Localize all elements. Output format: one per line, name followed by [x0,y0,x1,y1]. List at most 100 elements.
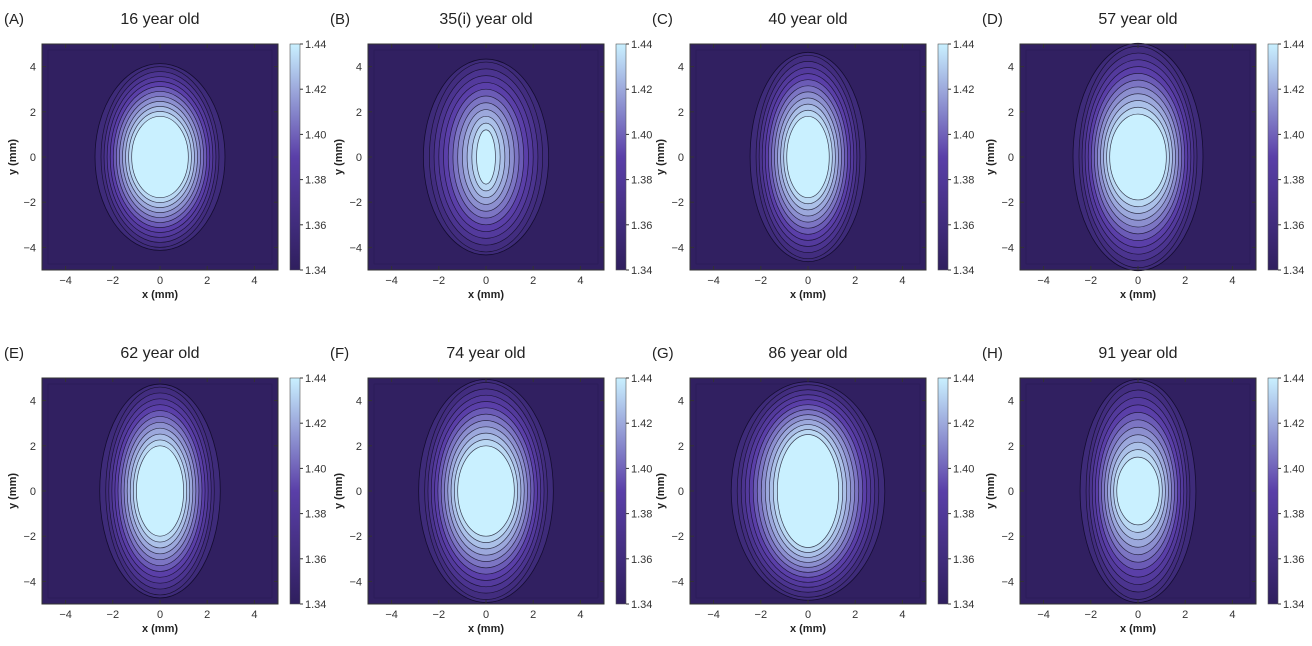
x-tick-label: 0 [805,275,811,287]
colorbar-tick-label: 1.38 [953,509,974,521]
x-tick-label: 2 [204,609,210,621]
y-tick-label: 2 [30,441,36,453]
x-tick-label: −4 [59,275,72,287]
y-tick-label: 4 [1008,62,1014,74]
x-axis-label: x (mm) [790,289,826,301]
colorbar-tick-label: 1.40 [631,463,652,475]
panel-label: (B) [330,11,350,28]
y-tick-label: 2 [678,107,684,119]
y-tick-label: 0 [1008,152,1014,164]
colorbar-tick-label: 1.34 [305,599,326,611]
panel-title: 86 year old [768,345,847,362]
colorbar-tick-label: 1.44 [631,39,652,51]
sample-region [373,49,599,265]
y-tick-label: −2 [1001,531,1014,543]
panel-title: 40 year old [768,11,847,28]
contour-band [786,115,830,199]
sample-region [47,49,273,265]
x-tick-label: −4 [59,609,72,621]
contour-band [1109,113,1167,201]
x-tick-label: 2 [204,275,210,287]
y-tick-label: 2 [1008,441,1014,453]
x-tick-label: 4 [1229,609,1235,621]
y-axis-label: y (mm) [333,139,345,175]
x-tick-label: −4 [1037,609,1050,621]
y-tick-label: −4 [23,576,36,588]
x-tick-label: 2 [852,609,858,621]
colorbar-tick-label: 1.34 [631,265,652,277]
contour-band [131,115,189,199]
colorbar-tick-label: 1.42 [305,418,326,430]
colorbar-tick-label: 1.40 [1283,129,1304,141]
colorbar-tick-label: 1.42 [305,84,326,96]
x-axis-label: x (mm) [142,623,178,635]
colorbar-tick-label: 1.36 [631,220,652,232]
x-tick-label: 4 [251,609,257,621]
colorbar-tick-label: 1.38 [953,175,974,187]
x-tick-label: 0 [805,609,811,621]
x-tick-label: 0 [1135,275,1141,287]
x-tick-label: 4 [577,609,583,621]
colorbar-tick-label: 1.40 [1283,463,1304,475]
y-tick-label: 0 [678,152,684,164]
colorbar-tick-label: 1.42 [953,418,974,430]
y-tick-label: −4 [349,242,362,254]
panel-label: (C) [652,11,673,28]
colorbar [289,43,301,271]
x-axis-label: x (mm) [1120,289,1156,301]
x-tick-label: −2 [107,609,120,621]
y-tick-label: −2 [23,197,36,209]
x-tick-label: −2 [433,275,446,287]
x-tick-label: −4 [385,609,398,621]
colorbar-tick-label: 1.34 [1283,599,1304,611]
panel-title: 91 year old [1098,345,1177,362]
x-axis-label: x (mm) [468,289,504,301]
y-tick-label: 0 [356,152,362,164]
y-tick-label: −4 [349,576,362,588]
colorbar-tick-label: 1.44 [1283,39,1304,51]
x-axis-label: x (mm) [1120,623,1156,635]
colorbar-tick-label: 1.44 [305,373,326,385]
panel-g: (G) 86 year old −4 −2 0 2 4 −4 −2 0 2 4 x (mm) y (mm)… [652,345,974,635]
y-tick-label: 4 [356,62,362,74]
x-axis-label: x (mm) [468,623,504,635]
contour-band [476,129,496,185]
y-axis-label: y (mm) [985,139,997,175]
y-tick-label: 2 [30,107,36,119]
panel-label: (A) [4,11,24,28]
contour-band [1116,456,1160,526]
colorbar-tick-label: 1.42 [953,84,974,96]
colorbar-tick-label: 1.34 [305,265,326,277]
panel-h: (H) 91 year old −4 −2 0 2 4 −4 −2 0 2 4 x (mm) y (mm)… [982,345,1304,635]
colorbar-tick-label: 1.38 [1283,509,1304,521]
colorbar-tick-label: 1.38 [631,175,652,187]
colorbar-tick-label: 1.38 [305,509,326,521]
y-tick-label: 4 [30,396,36,408]
colorbar-tick-label: 1.38 [1283,175,1304,187]
x-tick-label: 4 [1229,275,1235,287]
x-tick-label: 0 [483,275,489,287]
x-axis-label: x (mm) [142,289,178,301]
panel-title: 57 year old [1098,11,1177,28]
colorbar-tick-label: 1.38 [305,175,326,187]
colorbar [1267,377,1279,605]
panel-b: (B) 35(i) year old −4 −2 0 2 4 −4 −2 0 2 4 x (mm) y (… [330,11,652,301]
sample-region [695,49,921,265]
panel-c: (C) 40 year old −4 −2 0 2 4 −4 −2 0 2 4 x (mm) y (mm)… [652,11,974,301]
contour-band [457,445,515,537]
x-tick-label: −4 [707,275,720,287]
colorbar [937,377,949,605]
colorbar-tick-label: 1.36 [953,554,974,566]
x-tick-label: −2 [1085,275,1098,287]
panel-title: 16 year old [120,11,199,28]
colorbar [615,43,627,271]
x-tick-label: 2 [530,275,536,287]
colorbar-tick-label: 1.42 [631,84,652,96]
x-tick-label: −2 [755,609,768,621]
y-tick-label: −2 [349,531,362,543]
y-tick-label: −4 [23,242,36,254]
x-tick-label: −2 [433,609,446,621]
colorbar-tick-label: 1.40 [631,129,652,141]
colorbar [937,43,949,271]
